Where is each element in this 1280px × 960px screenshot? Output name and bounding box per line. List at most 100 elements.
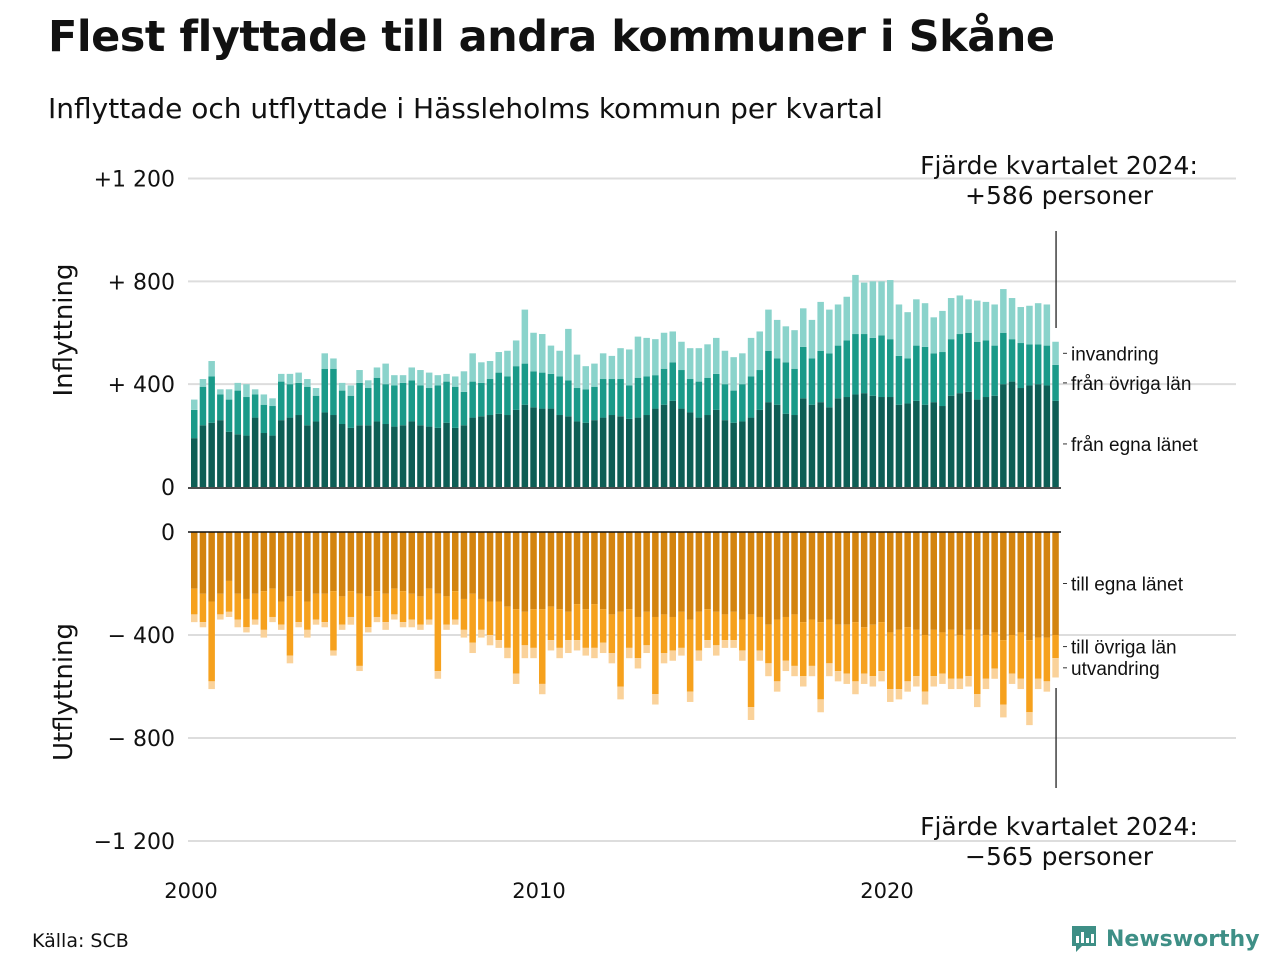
bar-utflyttning [878,671,885,682]
bar-utflyttning [478,598,485,630]
bar-inflyttning [721,420,729,487]
bar-utflyttning [904,681,911,692]
bar-utflyttning [773,532,781,620]
bar-inflyttning [860,334,868,394]
bar-inflyttning [921,404,929,487]
bar-utflyttning [686,532,694,620]
bar-inflyttning [939,406,946,487]
bar-utflyttning [895,532,903,630]
bar-utflyttning [826,532,833,620]
bar-utflyttning [939,532,946,633]
bar-inflyttning [452,376,459,387]
bar-inflyttning [486,379,494,416]
bar-utflyttning [800,676,807,687]
bar-utflyttning [365,532,372,597]
bar-inflyttning [1000,384,1007,487]
bar-utflyttning [860,673,868,684]
bar-utflyttning [800,622,807,677]
bar-inflyttning [260,394,268,405]
bar-inflyttning [417,385,424,426]
bar-utflyttning [504,606,511,648]
chart-title: Flest flyttade till andra kommuner i Skå… [48,12,1055,62]
bar-utflyttning [800,532,807,623]
bar-inflyttning [269,406,276,436]
bar-inflyttning [765,402,772,487]
series-label-utflyttning: utvandring [1071,659,1160,680]
bar-utflyttning [643,532,650,612]
bar-inflyttning [1043,304,1051,346]
bar-inflyttning [1017,388,1024,487]
brand-logo[interactable]: Newsworthy [1070,924,1260,954]
bar-utflyttning [834,532,842,625]
bar-utflyttning [399,591,407,623]
series-label-inflyttning: invandring [1071,344,1159,365]
bar-utflyttning [251,619,259,625]
bar-inflyttning [1052,400,1059,487]
bar-utflyttning [669,616,676,651]
bar-utflyttning [199,593,207,623]
bar-inflyttning [347,427,355,487]
bar-inflyttning [965,391,972,487]
bar-utflyttning [191,532,198,589]
bar-utflyttning [521,645,529,659]
bar-utflyttning [330,532,337,592]
bar-inflyttning [956,295,964,335]
bar-inflyttning [278,373,285,382]
bar-utflyttning [278,601,285,625]
bar-inflyttning [582,389,589,423]
bar-utflyttning [391,532,398,589]
bar-utflyttning [965,629,972,677]
bar-utflyttning [834,671,842,682]
y-tick-label-inflyttning: + 400 [108,373,175,398]
bar-utflyttning [199,532,207,594]
bar-utflyttning [956,532,964,635]
bar-inflyttning [695,417,703,487]
bar-inflyttning [347,385,355,396]
bar-utflyttning [721,640,729,648]
bar-inflyttning [434,427,442,487]
bar-utflyttning [730,532,737,612]
bar-utflyttning [887,532,894,633]
bar-inflyttning [739,421,746,487]
bar-inflyttning [304,386,311,426]
bar-inflyttning [747,376,755,418]
bar-utflyttning [434,671,442,679]
bar-inflyttning [286,384,294,418]
brand-name: Newsworthy [1106,926,1260,952]
bar-inflyttning [408,367,415,381]
bar-utflyttning [1034,637,1042,679]
bar-inflyttning [269,435,276,487]
bar-inflyttning [860,282,868,335]
bar-utflyttning [460,532,468,599]
bar-utflyttning [1017,632,1024,679]
bar-utflyttning [904,532,911,628]
bar-inflyttning [539,408,546,487]
bar-utflyttning [556,532,563,610]
bar-utflyttning [756,532,763,617]
bar-inflyttning [443,373,450,382]
bar-inflyttning [782,413,790,487]
bar-inflyttning [878,335,885,398]
bar-inflyttning [730,357,737,391]
bar-inflyttning [521,363,529,405]
bar-utflyttning [617,611,624,687]
bar-utflyttning [1000,640,1007,705]
bar-inflyttning [286,373,294,385]
bar-utflyttning [495,640,502,648]
bar-utflyttning [747,532,755,615]
bar-inflyttning [495,413,502,487]
bar-utflyttning [991,632,998,669]
bar-utflyttning [686,691,694,702]
bar-utflyttning [338,596,346,625]
bar-inflyttning [512,366,520,410]
bar-utflyttning [208,532,215,602]
bar-inflyttning [895,404,903,487]
bar-utflyttning [356,593,363,666]
bar-inflyttning [495,352,502,373]
bar-utflyttning [713,645,720,656]
bar-utflyttning [408,619,415,628]
chart-subtitle: Inflyttade och utflyttade i Hässleholms … [48,92,883,125]
bar-utflyttning [460,629,468,638]
bar-inflyttning [739,353,746,385]
bar-inflyttning [617,416,624,487]
